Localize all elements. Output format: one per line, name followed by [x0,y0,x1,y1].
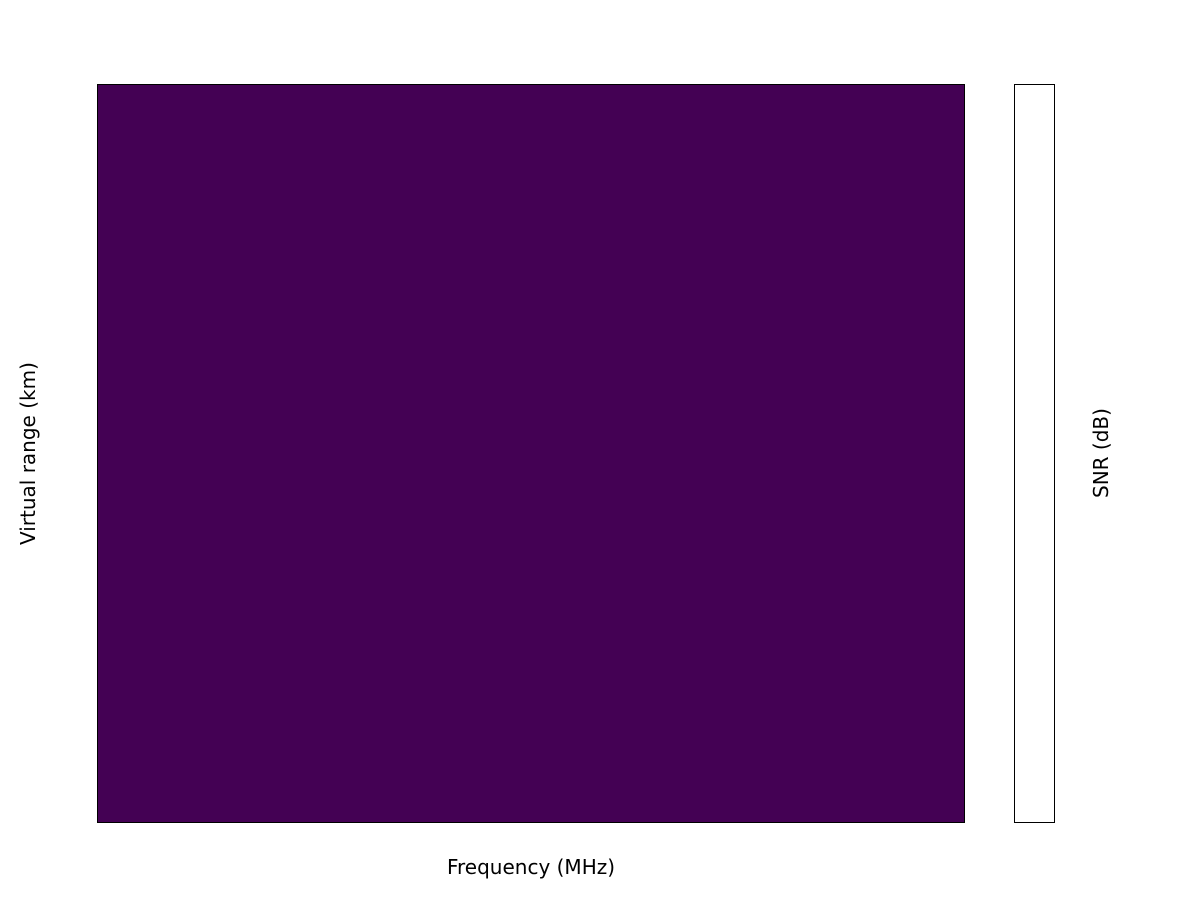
y-axis-label: Virtual range (km) [16,362,40,545]
x-axis-label: Frequency (MHz) [446,855,616,879]
heatmap-plot-area [97,84,965,823]
colorbar [1014,84,1055,823]
ionogram-heatmap-canvas [98,85,964,822]
colorbar-gradient-canvas [1015,85,1054,822]
colorbar-label: SNR (dB) [1089,408,1113,499]
